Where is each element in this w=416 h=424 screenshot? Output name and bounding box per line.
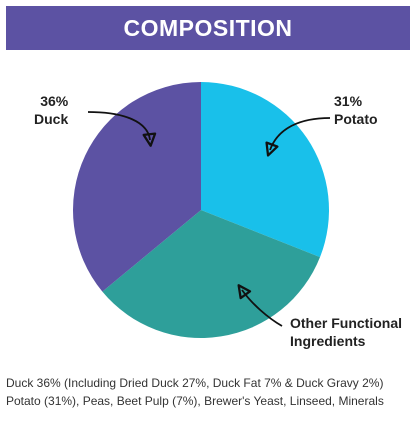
composition-line-2: Potato (31%), Peas, Beet Pulp (7%), Brew…	[6, 394, 384, 408]
composition-text: Duck 36% (Including Dried Duck 27%, Duck…	[6, 374, 412, 410]
composition-line-1: Duck 36% (Including Dried Duck 27%, Duck…	[6, 376, 384, 390]
other-name: Other Functional Ingredients	[290, 315, 402, 349]
duck-name: Duck	[34, 111, 69, 127]
potato-arrow	[265, 117, 331, 157]
duck-label: 36% Duck	[34, 92, 68, 128]
pie-slice-potato	[201, 82, 329, 258]
duck-percent: 36%	[40, 93, 69, 109]
pie-slice-duck	[72, 81, 201, 292]
pie-slice-other	[102, 210, 321, 339]
pie-chart	[72, 81, 331, 339]
other-arrow	[237, 284, 283, 327]
other-label: Other Functional Ingredients	[290, 314, 410, 350]
chart-title: COMPOSITION	[123, 14, 293, 41]
potato-name: Potato	[334, 111, 378, 127]
potato-label: 31% Potato	[334, 92, 378, 128]
title-banner: COMPOSITION	[6, 6, 410, 50]
potato-percent: 31%	[334, 93, 363, 109]
duck-arrow	[87, 111, 157, 147]
